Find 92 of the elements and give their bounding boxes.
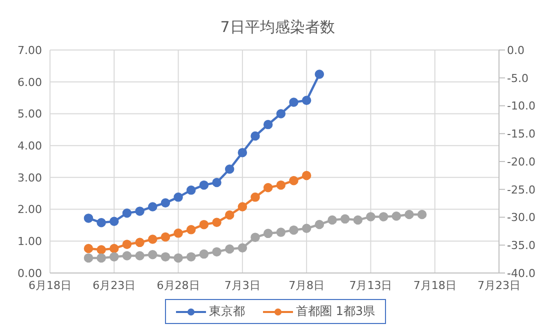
x-tick-label: 7月18日	[413, 278, 456, 292]
y2-tick-label: -15.0	[507, 128, 536, 141]
point	[289, 176, 298, 186]
point	[276, 109, 286, 118]
point	[263, 120, 273, 130]
y2-tick-label: -25.0	[507, 183, 536, 196]
point	[314, 220, 324, 230]
point	[148, 250, 158, 260]
legend-label: 東京都	[208, 303, 245, 320]
y-tick-label: 6.00	[18, 76, 42, 89]
point	[174, 192, 183, 202]
point	[84, 244, 94, 254]
y2-tick-label: -10.0	[507, 100, 536, 113]
point	[110, 252, 119, 262]
point	[250, 131, 260, 141]
point	[289, 225, 298, 235]
y2-tick-label: -30.0	[507, 211, 536, 224]
point	[289, 98, 298, 107]
y2-tick-label: -40.0	[507, 266, 536, 280]
point	[148, 234, 158, 244]
point	[212, 218, 222, 227]
point	[378, 212, 388, 222]
point	[199, 220, 209, 230]
point	[174, 253, 183, 263]
y-tick-label: 4.00	[18, 139, 42, 152]
y2-tick-label: -20.0	[507, 155, 536, 168]
point	[160, 232, 170, 242]
point	[186, 225, 196, 234]
x-tick-label: 6月18日	[28, 278, 72, 292]
y-tick-label: 7.00	[18, 44, 42, 57]
y-tick-label: 1.00	[18, 235, 42, 248]
point	[392, 212, 401, 221]
x-tick-label: 6月23日	[92, 278, 136, 292]
point	[404, 210, 414, 220]
point	[84, 253, 94, 263]
point	[224, 210, 234, 220]
point	[276, 228, 286, 237]
point	[238, 202, 248, 212]
point	[148, 202, 158, 212]
point	[250, 192, 260, 202]
y-tick-label: 5.00	[18, 108, 42, 121]
point	[186, 186, 196, 195]
point	[212, 178, 222, 188]
point	[135, 251, 144, 260]
point	[224, 164, 234, 174]
point	[302, 224, 312, 234]
point	[84, 214, 94, 223]
point	[122, 240, 132, 249]
point	[263, 228, 273, 238]
y-tick-label: 2.00	[18, 203, 42, 216]
point	[96, 253, 106, 263]
point	[353, 215, 363, 225]
point	[160, 252, 170, 262]
point	[328, 215, 337, 225]
point	[340, 214, 350, 224]
x-tick-label: 7月8日	[288, 278, 325, 292]
y2-tick-label: -35.0	[507, 239, 536, 252]
y2-tick-label: 0.0	[507, 44, 524, 57]
point	[238, 148, 248, 158]
x-tick-label: 7月3日	[224, 278, 260, 292]
point	[250, 232, 260, 242]
point	[263, 183, 273, 192]
point	[96, 218, 106, 228]
y-tick-label: 3.00	[18, 171, 42, 184]
point	[122, 208, 132, 218]
point	[212, 247, 222, 256]
point	[135, 238, 144, 248]
y-tick-label: 0.00	[18, 266, 42, 280]
point	[110, 216, 119, 226]
x-tick-label: 7月13日	[349, 278, 392, 292]
point	[302, 96, 312, 105]
point	[186, 252, 196, 262]
point	[224, 244, 234, 254]
point	[199, 249, 209, 259]
point	[199, 180, 209, 190]
chart-title: 7日平均感染者数	[219, 17, 336, 38]
point	[174, 228, 183, 238]
point	[417, 210, 427, 220]
point	[238, 243, 248, 253]
point	[314, 70, 324, 79]
point	[276, 180, 286, 190]
point	[366, 212, 376, 222]
point	[96, 245, 106, 254]
point	[122, 251, 132, 260]
x-tick-label: 7月23日	[478, 278, 520, 292]
x-tick-label: 6月28日	[156, 278, 200, 292]
y2-tick-label: -5.0	[507, 72, 528, 85]
point	[160, 198, 170, 208]
point	[110, 244, 119, 254]
point	[302, 170, 312, 180]
point	[135, 206, 144, 216]
legend-label: 首都圏 1都3県	[294, 303, 376, 320]
